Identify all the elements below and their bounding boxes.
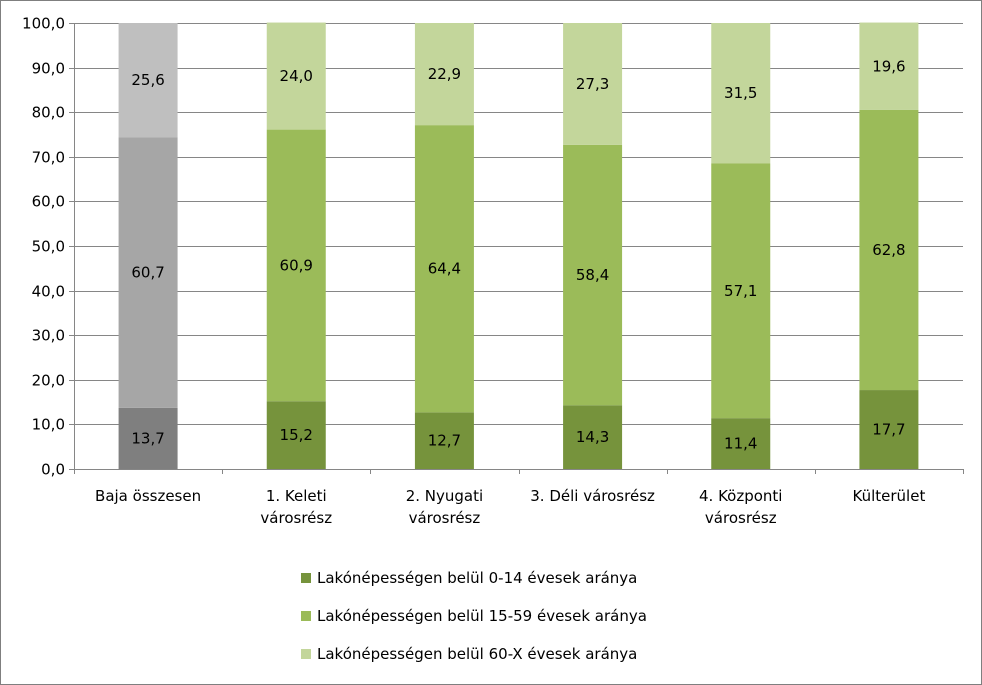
bar-segment (563, 144, 623, 406)
legend-label-0-14: Lakónépességen belül 0-14 évesek aránya (317, 569, 638, 587)
bar-segment (118, 137, 178, 408)
bar-segment (563, 23, 623, 145)
x-tick-label: 2. Nyugati városrész (406, 487, 483, 527)
x-tick-label: 3. Déli városrész (530, 487, 655, 505)
legend-label-60-x: Lakónépességen belül 60-X évesek aránya (317, 645, 638, 663)
legend-item-15-59: Lakónépességen belül 15-59 évesek aránya (301, 605, 721, 627)
data-labels: 13,7 60,7 25,6 15,2 60,9 24,0 12,7 64,4 22,9 14,3… (131, 57, 905, 452)
y-tick-label: 10,0 (32, 416, 65, 434)
data-label: 24,0 (280, 67, 313, 85)
legend-item-60-x: Lakónépességen belül 60-X évesek aránya (301, 643, 721, 665)
legend: Lakónépességen belül 0-14 évesek aránya … (301, 567, 721, 681)
bar-segment (266, 401, 326, 469)
data-label: 12,7 (428, 432, 461, 450)
data-label: 60,9 (280, 256, 313, 274)
data-label: 64,4 (428, 260, 461, 278)
data-label: 17,7 (872, 421, 905, 439)
data-label: 62,8 (872, 241, 905, 259)
data-label: 25,6 (131, 71, 164, 89)
bar-segment (563, 405, 623, 469)
y-tick-label: 40,0 (32, 283, 65, 301)
data-label: 58,4 (576, 266, 609, 284)
bar-segment (118, 23, 178, 138)
data-label: 57,1 (724, 282, 757, 300)
y-tick-label: 30,0 (32, 327, 65, 345)
data-label: 13,7 (131, 429, 164, 447)
y-tick-label: 90,0 (32, 60, 65, 78)
data-label: 27,3 (576, 75, 609, 93)
data-label: 31,5 (724, 84, 757, 102)
legend-label-15-59: Lakónépességen belül 15-59 évesek aránya (317, 607, 647, 625)
gridlines (74, 23, 963, 470)
bar-segment (414, 412, 474, 469)
data-label: 15,2 (280, 426, 313, 444)
bar-segment (859, 109, 919, 391)
legend-swatch-60-x (301, 649, 311, 659)
y-tick-label: 50,0 (32, 238, 65, 256)
y-tick-label: 100,0 (22, 15, 65, 33)
data-label: 19,6 (872, 57, 905, 75)
bar-segment (711, 418, 771, 469)
x-axis (74, 23, 964, 474)
data-label: 14,3 (576, 428, 609, 446)
bar-segment (711, 163, 771, 419)
category-labels: Baja összesen 1. Keleti városrész 2. Nyugat… (95, 487, 925, 527)
bar-segment (414, 125, 474, 413)
x-tick-label: 1. Keleti városrész (260, 487, 332, 527)
bar-segment (859, 22, 919, 110)
legend-swatch-0-14 (301, 573, 311, 583)
bar-segment (414, 23, 474, 126)
bar-segment (859, 390, 919, 469)
y-axis-ticks: 0,0 10,0 20,0 30,0 40,0 50,0 60,0 70,0 80,0 90,0 1… (22, 15, 74, 479)
x-tick-label: Baja összesen (95, 487, 201, 505)
legend-item-0-14: Lakónépességen belül 0-14 évesek aránya (301, 567, 721, 589)
x-tick-label: Külterület (853, 487, 926, 505)
bar-segment (266, 22, 326, 130)
bar-segment (711, 23, 771, 164)
bar-segment (266, 129, 326, 402)
data-label: 22,9 (428, 65, 461, 83)
bars (118, 22, 919, 469)
y-tick-label: 0,0 (41, 461, 65, 479)
legend-swatch-15-59 (301, 611, 311, 621)
y-tick-label: 80,0 (32, 104, 65, 122)
y-tick-label: 60,0 (32, 193, 65, 211)
data-label: 60,7 (131, 264, 164, 282)
bar-segment (118, 407, 178, 469)
x-tick-label: 4. Központi városrész (699, 487, 782, 527)
data-label: 11,4 (724, 435, 757, 453)
y-tick-label: 20,0 (32, 372, 65, 390)
y-tick-label: 70,0 (32, 149, 65, 167)
